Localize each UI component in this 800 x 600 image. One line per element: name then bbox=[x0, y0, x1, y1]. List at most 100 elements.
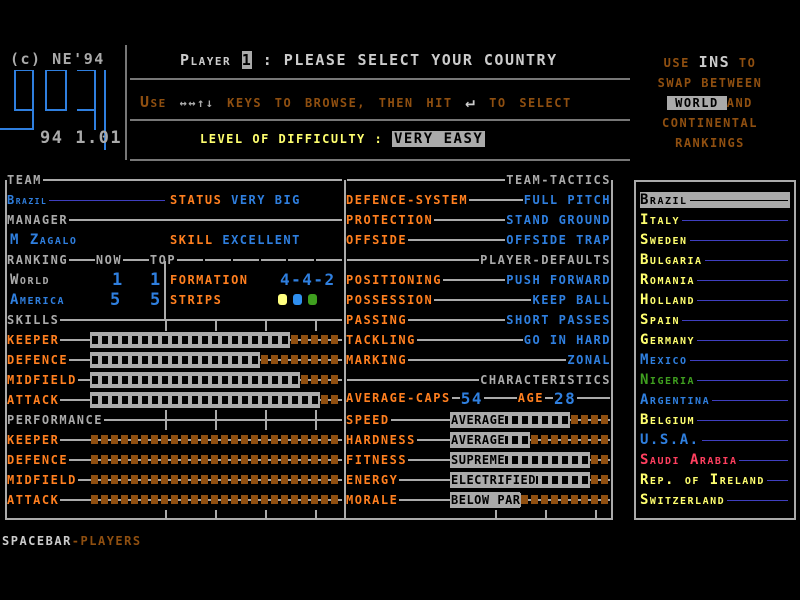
country-name: Italy bbox=[640, 212, 681, 228]
strips bbox=[272, 292, 317, 306]
country-name: Holland bbox=[640, 292, 696, 308]
skills-bar bbox=[90, 392, 340, 408]
arrow-keys-icon: ↔↔↑↓ bbox=[179, 96, 215, 110]
version: 94 1.01 bbox=[40, 128, 123, 148]
performance-bar bbox=[90, 472, 340, 488]
label: ATTACK bbox=[7, 393, 60, 407]
label: POSITIONING bbox=[346, 273, 442, 287]
country-item[interactable]: Romania bbox=[640, 272, 790, 288]
country-list[interactable] bbox=[634, 180, 796, 520]
country-name: Mexico bbox=[640, 352, 688, 368]
label: NOW bbox=[95, 253, 123, 267]
label: DEFENCE bbox=[7, 453, 69, 467]
country-item[interactable]: Nigeria bbox=[640, 372, 790, 388]
country-name: Nigeria bbox=[640, 372, 696, 388]
skills-bar bbox=[90, 332, 340, 348]
label: TOP bbox=[149, 253, 177, 267]
characteristic-value: AVERAGE bbox=[451, 413, 506, 427]
skills-bar bbox=[90, 372, 340, 388]
rankings-help: USE INS TO SWAP BETWEEN WORLD AND CONTINE… bbox=[657, 53, 763, 150]
label: PASSING bbox=[346, 313, 408, 327]
country-item[interactable]: Bulgaria bbox=[640, 252, 790, 268]
controls-help: Use ↔↔↑↓ KEYS TO BROWSE, THEN HIT ↵ TO S… bbox=[140, 92, 572, 111]
country-name: Romania bbox=[640, 272, 696, 288]
defaults-header: PLAYER-DEFAULTS bbox=[346, 253, 611, 267]
label: DEFENCE-SYSTEM bbox=[346, 193, 469, 207]
difficulty-value[interactable]: VERY EASY bbox=[391, 131, 486, 147]
player-prompt: Player 1 : PLEASE SELECT YOUR COUNTRY bbox=[180, 51, 558, 69]
label: SKILLS bbox=[7, 313, 60, 327]
country-item[interactable]: Argentina bbox=[640, 392, 790, 408]
country-name: Bulgaria bbox=[640, 252, 703, 268]
formation-value[interactable]: 4-4-2 bbox=[280, 270, 336, 289]
footer: SPACEBAR-PLAYERS bbox=[2, 534, 142, 548]
formation-label: FORMATION bbox=[170, 273, 249, 287]
tactic-row: PROTECTION STAND GROUND bbox=[346, 213, 611, 227]
performance-bar bbox=[90, 492, 340, 508]
country-name: Germany bbox=[640, 332, 696, 348]
label: TEAM bbox=[7, 173, 42, 187]
country-item[interactable]: Switzerland bbox=[640, 492, 790, 508]
world-now: 1 bbox=[112, 270, 124, 290]
caps-age-row: AVERAGE-CAPS 54 AGE 28 bbox=[346, 389, 611, 408]
characteristic-value: SUPREME bbox=[451, 453, 506, 467]
country-name: Saudi Arabia bbox=[640, 452, 738, 468]
america-label: America bbox=[10, 292, 66, 308]
label: MANAGER bbox=[7, 213, 69, 227]
country-item[interactable]: Holland bbox=[640, 292, 790, 308]
country-item[interactable]: Sweden bbox=[640, 232, 790, 248]
ranking-header: RANKING NOW TOP bbox=[7, 253, 343, 267]
strip-icon[interactable] bbox=[308, 294, 317, 305]
country-name: Spain bbox=[640, 312, 681, 328]
label: MIDFIELD bbox=[7, 373, 77, 387]
label: FITNESS bbox=[346, 453, 408, 467]
skill: SKILL EXCELLENT bbox=[170, 233, 301, 247]
default-value: SHORT PASSES bbox=[506, 313, 611, 327]
default-value: PUSH FORWARD bbox=[506, 273, 611, 287]
country-name: Brazil bbox=[640, 192, 688, 208]
strips-label: STRIPS bbox=[170, 293, 223, 307]
country-item[interactable]: Belgium bbox=[640, 412, 790, 428]
label: DEFENCE bbox=[7, 353, 69, 367]
label: ATTACK bbox=[7, 493, 60, 507]
country-item[interactable]: Mexico bbox=[640, 352, 790, 368]
characteristics-header: CHARACTERISTICS bbox=[346, 373, 611, 387]
team-name: Brazil bbox=[7, 193, 48, 207]
skills-header: SKILLS bbox=[7, 313, 343, 327]
america-top: 5 bbox=[150, 290, 162, 310]
label: KEEPER bbox=[7, 433, 60, 447]
world-label: World bbox=[10, 272, 51, 288]
country-item[interactable]: Spain bbox=[640, 312, 790, 328]
strip-icon[interactable] bbox=[293, 294, 302, 305]
team-name-row: Brazil bbox=[7, 193, 167, 207]
tactic-row: DEFENCE-SYSTEM FULL PITCH bbox=[346, 193, 611, 207]
label: PERFORMANCE bbox=[7, 413, 103, 427]
characteristic-value: AVERAGE bbox=[451, 433, 506, 447]
tactic-value: FULL PITCH bbox=[523, 193, 611, 207]
country-item[interactable]: Italy bbox=[640, 212, 790, 228]
world-top: 1 bbox=[150, 270, 162, 290]
default-value: KEEP BALL bbox=[532, 293, 611, 307]
default-row: MARKING ZONAL bbox=[346, 353, 611, 367]
country-item[interactable]: Saudi Arabia bbox=[640, 452, 790, 468]
team-header: TEAM bbox=[7, 173, 343, 187]
country-item[interactable]: Rep. of Ireland bbox=[640, 472, 790, 488]
label: KEEPER bbox=[7, 333, 60, 347]
label: PROTECTION bbox=[346, 213, 434, 227]
performance-bar bbox=[90, 452, 340, 468]
label: MORALE bbox=[346, 493, 399, 507]
default-value: ZONAL bbox=[567, 353, 611, 367]
country-item[interactable]: Germany bbox=[640, 332, 790, 348]
country-name: Rep. of Ireland bbox=[640, 472, 765, 488]
performance-bar bbox=[90, 432, 340, 448]
skills-bar bbox=[90, 352, 340, 368]
country-item[interactable]: U.S.A. bbox=[640, 432, 790, 448]
player-number: 1 bbox=[241, 51, 253, 69]
world-toggle[interactable]: WORLD bbox=[667, 96, 727, 110]
strip-icon[interactable] bbox=[278, 294, 287, 305]
default-row: POSITIONING PUSH FORWARD bbox=[346, 273, 611, 287]
label: HARDNESS bbox=[346, 433, 416, 447]
tactic-value: OFFSIDE TRAP bbox=[506, 233, 611, 247]
country-name: Argentina bbox=[640, 392, 711, 408]
country-item[interactable]: Brazil bbox=[640, 192, 790, 208]
